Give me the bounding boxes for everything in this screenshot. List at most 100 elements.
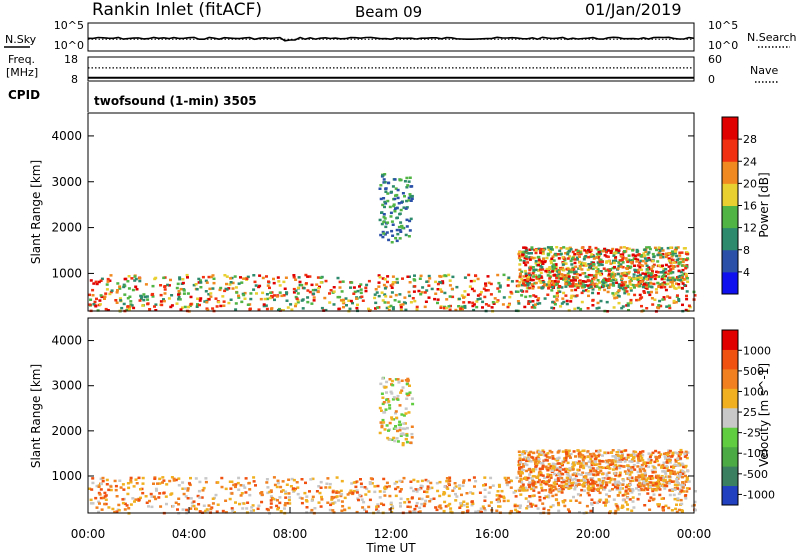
power-echo: [392, 204, 396, 208]
power-echo: [195, 305, 199, 308]
power-echo: [95, 297, 98, 301]
power-echo: [574, 276, 578, 279]
velocity-echo: [269, 495, 273, 498]
power-echo: [601, 283, 605, 286]
power-echo: [589, 248, 593, 252]
power-echo: [645, 307, 649, 310]
velocity-echo: [394, 487, 398, 491]
velocity-echo: [284, 492, 288, 495]
power-echo: [619, 255, 623, 258]
power-echo: [668, 276, 672, 280]
power-echo: [540, 260, 544, 263]
power-echo: [560, 286, 564, 289]
velocity-echo: [611, 468, 615, 471]
power-echo: [502, 273, 506, 277]
velocity-echo: [522, 486, 526, 490]
power-echo: [317, 287, 321, 290]
velocity-echo: [531, 456, 535, 459]
power-echo: [677, 286, 681, 289]
velocity-echo: [395, 437, 399, 440]
power-echo: [93, 300, 97, 304]
power-echo: [175, 302, 179, 305]
velocity-echo: [567, 477, 571, 481]
velocity-echo: [152, 482, 155, 485]
velocity-echo: [615, 460, 618, 463]
power-echo: [380, 222, 384, 226]
velocity-echo: [671, 453, 675, 456]
power-echo: [612, 294, 616, 297]
velocity-echo: [579, 479, 583, 482]
power-echo: [588, 250, 592, 254]
power-echo: [389, 295, 393, 298]
velocity-echo: [590, 482, 594, 486]
power-echo: [162, 299, 166, 303]
power-echo: [565, 276, 569, 279]
power-echo: [557, 257, 561, 260]
velocity-echo: [541, 449, 545, 452]
power-echo: [550, 246, 553, 249]
power-echo: [573, 261, 577, 265]
velocity-echo: [618, 491, 622, 494]
power-echo: [665, 305, 669, 308]
power-echo: [466, 293, 470, 296]
power-echo: [390, 229, 394, 233]
velocity-echo: [620, 452, 624, 456]
velocity-echo: [194, 477, 198, 480]
velocity-echo: [398, 502, 402, 505]
power-echo: [219, 304, 223, 308]
velocity-echo: [675, 480, 679, 483]
power-echo: [671, 276, 675, 279]
velocity-echo: [510, 479, 513, 483]
power-echo: [617, 263, 621, 266]
power-echo: [685, 290, 689, 293]
power-echo: [618, 259, 622, 262]
velocity-echo: [584, 483, 588, 486]
power-echo: [261, 291, 265, 295]
velocity-echo: [459, 502, 463, 505]
velocity-echo: [639, 454, 643, 458]
velocity-echo: [465, 505, 469, 509]
velocity-echo: [405, 426, 409, 430]
velocity-echo: [367, 505, 371, 509]
velocity-echo: [310, 499, 314, 502]
velocity-echo: [339, 494, 343, 498]
velocity-echo: [528, 481, 532, 484]
power-echo: [634, 257, 638, 260]
power-echo: [660, 277, 664, 281]
power-echo: [367, 307, 370, 311]
velocity-echo: [616, 508, 620, 511]
velocity-colorbar-label-1: 500: [743, 365, 764, 378]
velocity-echo: [415, 490, 419, 493]
velocity-echo: [521, 450, 525, 454]
velocity-echo: [552, 481, 556, 484]
power-echo: [267, 280, 270, 283]
power-echo: [212, 277, 216, 280]
power-echo: [531, 278, 535, 282]
power-echo: [626, 265, 630, 268]
velocity-echo: [425, 495, 429, 498]
power-echo: [550, 257, 554, 260]
power-colorbar-label-3: 16: [743, 200, 757, 213]
velocity-echo: [673, 472, 677, 476]
power-echo: [440, 290, 444, 293]
power-echo: [497, 290, 501, 293]
power-echo: [628, 282, 632, 285]
velocity-echo: [502, 499, 506, 503]
power-echo: [565, 247, 569, 250]
power-echo: [451, 295, 455, 299]
velocity-echo: [409, 486, 413, 490]
power-echo: [651, 259, 655, 263]
velocity-echo: [390, 379, 394, 383]
power-echo: [569, 259, 573, 263]
velocity-echo: [410, 432, 414, 436]
velocity-colorbar-segment-7: [722, 349, 738, 370]
velocity-echo: [446, 487, 450, 490]
velocity-echo: [686, 451, 690, 454]
velocity-echo: [649, 485, 652, 489]
power-echo: [352, 292, 356, 295]
velocity-echo: [540, 489, 544, 492]
velocity-echo: [385, 380, 389, 384]
power-echo: [211, 287, 215, 290]
velocity-echo: [378, 406, 382, 410]
velocity-echo: [465, 502, 469, 505]
